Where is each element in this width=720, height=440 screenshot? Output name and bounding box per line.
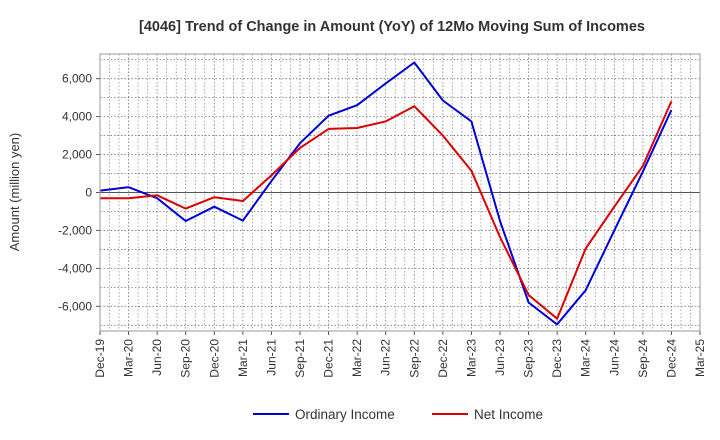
legend-label-ordinary-income: Ordinary Income: [295, 407, 395, 422]
data-point: [585, 247, 587, 249]
data-point: [299, 147, 301, 149]
x-tick-label: Dec-23: [550, 339, 564, 378]
x-tick-label: Jun-20: [150, 339, 164, 376]
series-lines: [99, 61, 673, 326]
data-point: [385, 120, 387, 122]
series-line-net-income: [100, 100, 673, 320]
x-tick-label: Jun-21: [264, 339, 278, 376]
data-point: [242, 200, 244, 202]
plot-frame: [99, 53, 701, 332]
data-point: [356, 104, 358, 106]
x-tick-label: Sep-21: [293, 339, 307, 378]
x-tick-label: Mar-23: [464, 339, 478, 377]
data-point: [156, 194, 158, 196]
x-tick-label: Mar-21: [236, 339, 250, 377]
data-point: [385, 82, 387, 84]
data-point: [642, 165, 644, 167]
data-point: [413, 105, 415, 107]
data-point: [270, 180, 272, 182]
x-tick-label: Mar-22: [350, 339, 364, 377]
y-tick-label: 2,000: [62, 148, 92, 162]
x-tick-label: Dec-20: [207, 339, 221, 378]
data-point: [442, 134, 444, 136]
data-point: [413, 61, 415, 63]
data-point: [527, 301, 529, 303]
x-tick-label: Dec-24: [664, 339, 678, 378]
data-point: [213, 196, 215, 198]
data-point: [213, 206, 215, 208]
x-tick-label: Mar-25: [693, 339, 707, 377]
data-point: [642, 170, 644, 172]
data-point: [299, 142, 301, 144]
data-point: [242, 219, 244, 221]
x-tick-label: Dec-19: [93, 339, 107, 378]
y-tick-label: -2,000: [58, 223, 92, 237]
data-point: [185, 220, 187, 222]
y-axis-title: Amount (million yen): [7, 133, 22, 252]
data-point: [499, 236, 501, 238]
data-point: [670, 100, 672, 102]
series-line-ordinary-income: [99, 61, 673, 326]
y-tick-label: 0: [85, 186, 92, 200]
x-tick-label: Sep-22: [407, 339, 421, 378]
legend: Ordinary Income Net Income: [253, 407, 543, 422]
x-tick-label: Jun-24: [607, 339, 621, 376]
data-point: [556, 323, 558, 325]
y-tick-label: 4,000: [62, 110, 92, 124]
x-tick-label: Jun-22: [379, 339, 393, 376]
data-point: [499, 220, 501, 222]
data-point: [127, 186, 129, 188]
y-tick-label: 6,000: [62, 72, 92, 86]
data-point: [356, 127, 358, 129]
data-point: [670, 109, 672, 111]
data-point: [556, 317, 558, 319]
data-point: [127, 197, 129, 199]
data-point: [442, 99, 444, 101]
data-point: [613, 206, 615, 208]
x-tick-label: Sep-23: [522, 339, 536, 378]
data-point: [327, 114, 329, 116]
x-tick-label: Dec-21: [322, 339, 336, 378]
data-point: [470, 120, 472, 122]
grid: [99, 54, 701, 331]
data-point: [156, 197, 158, 199]
data-point: [470, 169, 472, 171]
legend-label-net-income: Net Income: [474, 407, 543, 422]
data-point: [613, 229, 615, 231]
x-tick-label: Jun-23: [493, 339, 507, 376]
data-point: [185, 207, 187, 209]
y-axis: -6,000 -4,000 -2,000 0 2,000 4,000 6,000: [58, 72, 100, 313]
chart-title: [4046] Trend of Change in Amount (YoY) o…: [139, 19, 645, 35]
x-tick-label: Mar-20: [122, 339, 136, 377]
x-tick-label: Sep-20: [179, 339, 193, 378]
y-tick-label: -4,000: [58, 261, 92, 275]
x-axis: Dec-19 Mar-20 Jun-20 Sep-20 Dec-20 Mar-21 Jun-…: [93, 331, 707, 378]
data-point: [327, 128, 329, 130]
x-tick-label: Mar-24: [579, 339, 593, 377]
x-tick-label: Sep-24: [636, 339, 650, 378]
x-tick-label: Dec-22: [436, 339, 450, 378]
data-point: [270, 174, 272, 176]
data-point: [585, 289, 587, 291]
y-tick-label: -6,000: [58, 299, 92, 313]
data-point: [527, 294, 529, 296]
